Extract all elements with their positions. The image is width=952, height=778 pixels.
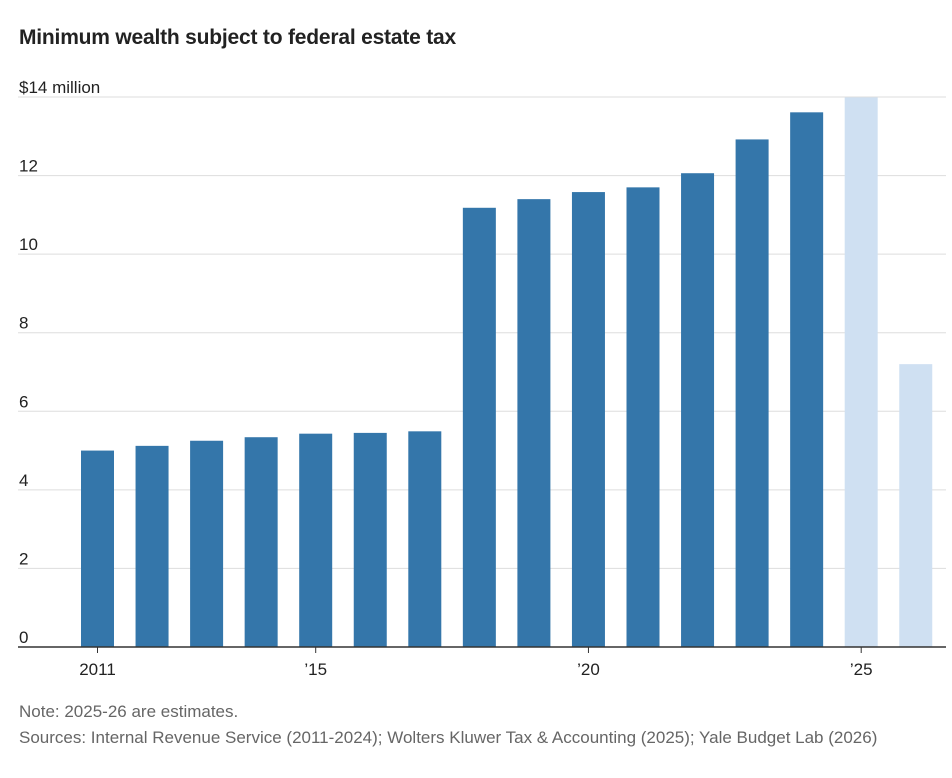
x-tick-label: ’15	[304, 660, 327, 679]
bar-2021	[626, 187, 660, 647]
x-tick-label: ’25	[850, 660, 873, 679]
bar-2022	[681, 173, 715, 647]
bar-2014	[244, 437, 278, 647]
bar-2023	[735, 139, 769, 647]
y-tick-label: 2	[19, 549, 28, 568]
bar-2018	[462, 207, 496, 648]
chart-title: Minimum wealth subject to federal estate…	[19, 26, 456, 49]
bar-2011	[81, 450, 114, 647]
y-tick-label: 8	[19, 314, 28, 333]
chart-note: Note: 2025-26 are estimates.	[19, 702, 239, 721]
y-tick-label: 0	[19, 628, 28, 647]
y-tick-label: 6	[19, 392, 28, 411]
bar-2012	[135, 445, 169, 647]
bar-chart: $14 million 12 10 8 6 4 2 0 2011 ’15 ’20 ’25	[18, 78, 946, 679]
bar-2013	[190, 440, 224, 647]
bar-2016	[353, 432, 387, 647]
bar-2025	[844, 97, 878, 647]
bar-2024	[790, 112, 824, 648]
y-tick-label: 4	[19, 471, 28, 490]
bar-2020	[571, 192, 605, 648]
x-tick-label: 2011	[79, 660, 116, 679]
y-tick-label: 10	[19, 235, 38, 254]
y-tick-label: 12	[19, 157, 38, 176]
bar-2026	[899, 364, 933, 647]
y-tick-label: $14 million	[19, 78, 100, 97]
bar-2017	[408, 431, 442, 647]
chart-sources: Sources: Internal Revenue Service (2011-…	[19, 728, 878, 747]
bar-2019	[517, 199, 551, 647]
x-tick-label: ’20	[577, 660, 600, 679]
bar-2015	[299, 433, 333, 647]
